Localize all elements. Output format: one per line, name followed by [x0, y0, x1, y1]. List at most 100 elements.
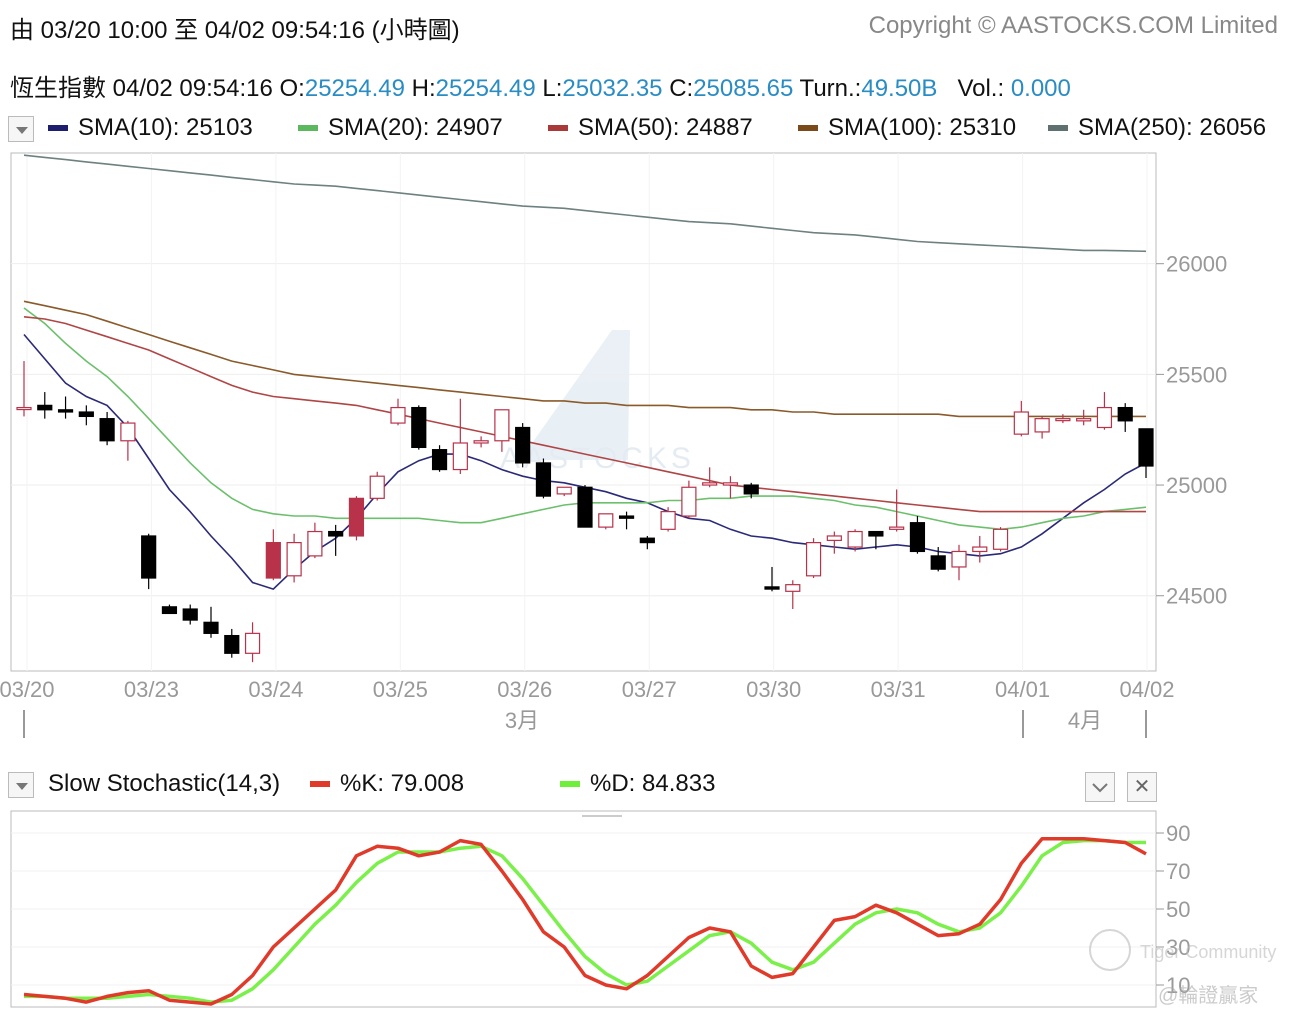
candle-body	[390, 406, 406, 424]
candle-body	[847, 530, 863, 548]
stochastic-chart[interactable]: 90 70 50 30 10 Tiger Community @輪證贏家	[0, 810, 1296, 1024]
date-tick-label: 03/25	[373, 677, 428, 702]
candle-body	[972, 546, 988, 553]
legend-sma50: SMA(50): 24887	[548, 114, 753, 142]
stochastic-menu-dropdown[interactable]	[8, 772, 34, 798]
date-tick-label: 03/23	[124, 677, 179, 702]
price-axis: 26000 25500 25000 24500	[1156, 252, 1227, 609]
price-tick-label: 24500	[1166, 584, 1227, 609]
close-value: 25085.65	[693, 75, 794, 102]
volume-value: 0.000	[1010, 75, 1071, 102]
candle-body	[681, 486, 697, 517]
candle-body	[805, 542, 822, 577]
candle-body	[785, 584, 801, 592]
quote-time: 04/02 09:54:16	[112, 75, 273, 102]
candle-body	[889, 526, 905, 530]
legend-swatch-sma50	[548, 125, 568, 131]
candle-body	[598, 513, 614, 528]
close-icon: ✕	[1133, 776, 1151, 798]
price-tick-label: 26000	[1166, 252, 1227, 277]
candle-body	[660, 511, 676, 530]
candle-body	[535, 462, 552, 497]
tiger-watermark: Tiger Community @輪證贏家	[1089, 929, 1276, 1007]
legend-sma100: SMA(100): 25310	[798, 114, 1016, 142]
candle-body	[161, 606, 178, 615]
candle-body	[286, 542, 302, 577]
close-panel-button[interactable]: ✕	[1127, 772, 1157, 802]
stochastic-tick-label: 10	[1166, 973, 1190, 998]
stochastic-tick-label: 70	[1166, 859, 1190, 884]
candle-body	[556, 486, 572, 495]
legend-swatch-d	[560, 781, 580, 787]
legend-swatch-sma250	[1048, 125, 1068, 131]
date-tick-label: 04/01	[995, 677, 1050, 702]
candle-body	[826, 535, 842, 541]
sma-line-sma50	[23, 316, 1146, 513]
candle-body	[57, 409, 74, 413]
legend-swatch-sma100	[798, 125, 818, 131]
date-tick-label: 03/31	[871, 677, 926, 702]
collapse-panel-button[interactable]	[1085, 772, 1115, 802]
candle-body	[369, 475, 385, 499]
stochastic-tick-label: 90	[1166, 821, 1190, 846]
candle-body	[244, 632, 261, 654]
stochastic-axis: 90 70 50 30 10	[1156, 821, 1190, 998]
month-label: 3月	[505, 708, 539, 733]
high-label: H:	[411, 75, 436, 102]
candle-body	[182, 608, 198, 621]
sma-legend: SMA(10): 25103 SMA(20): 24907 SMA(50): 2…	[0, 114, 1296, 154]
candlesticks	[16, 361, 1154, 663]
candle-body	[348, 497, 365, 537]
stochastic-tick-label: 30	[1166, 935, 1190, 960]
candle-body	[37, 404, 53, 411]
candle-body	[868, 530, 884, 537]
stochastic-lines	[23, 836, 1147, 1006]
low-label: L:	[542, 75, 563, 102]
high-value: 25254.49	[435, 75, 536, 102]
candle-body	[411, 406, 427, 449]
candle-body	[743, 484, 759, 495]
candle-body	[992, 528, 1009, 550]
candle-body	[1013, 411, 1029, 435]
candle-body	[515, 426, 531, 464]
price-tick-label: 25500	[1166, 362, 1227, 387]
legend-swatch-sma10	[48, 125, 68, 131]
candle-body	[1096, 406, 1113, 429]
candle-body	[307, 530, 323, 557]
turnover-label: Turn.:	[799, 75, 862, 102]
candle-body	[265, 542, 281, 579]
candle-body	[909, 522, 926, 553]
candle-body	[764, 586, 780, 590]
candle-body	[577, 486, 593, 528]
candle-body	[951, 550, 967, 568]
legend-swatch-sma20	[298, 125, 318, 131]
candle-body	[494, 409, 510, 442]
date-tick-label: 03/20	[0, 677, 55, 702]
candle-body	[618, 515, 635, 519]
legend-stoch-d: %D: 84.833	[560, 770, 715, 798]
candle-body	[1076, 418, 1092, 422]
chevron-down-icon	[1092, 783, 1108, 793]
date-tick-label: 03/27	[622, 677, 677, 702]
turnover-value: 49.50B	[861, 75, 938, 102]
main-chart-menu-dropdown[interactable]	[8, 116, 34, 142]
candle-body	[722, 482, 739, 486]
price-tick-label: 25000	[1166, 473, 1227, 498]
open-value: 25254.49	[304, 75, 405, 102]
sma-line-sma250	[23, 154, 1147, 253]
close-label: C:	[669, 75, 694, 102]
legend-sma20: SMA(20): 24907	[298, 114, 503, 142]
date-axis: 03/20 03/23 03/24 03/25 03/26 03/27 03/30 03/31…	[0, 677, 1175, 738]
candle-body	[328, 530, 344, 537]
volume-label: Vol.:	[957, 75, 1005, 102]
candle-body	[1034, 418, 1050, 433]
stochastic-grid	[11, 832, 1156, 986]
candle-body	[930, 555, 946, 570]
legend-sma10: SMA(10): 25103	[48, 114, 253, 142]
candle-body	[1138, 428, 1154, 467]
month-label: 4月	[1068, 708, 1102, 733]
stochastic-legend: Slow Stochastic(14,3) %K: 79.008 %D: 84.…	[0, 770, 1296, 810]
svg-text:Tiger Community: Tiger Community	[1140, 942, 1276, 962]
candle-body	[452, 442, 468, 471]
